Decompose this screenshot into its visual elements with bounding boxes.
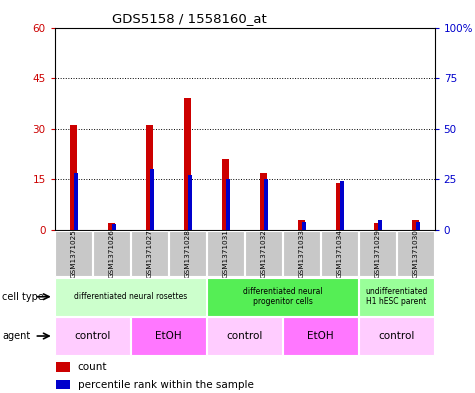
- Text: differentiated neural
progenitor cells: differentiated neural progenitor cells: [243, 287, 323, 307]
- Text: EtOH: EtOH: [155, 331, 182, 341]
- FancyBboxPatch shape: [56, 231, 92, 276]
- Text: undifferentiated
H1 hESC parent: undifferentiated H1 hESC parent: [365, 287, 428, 307]
- Text: GSM1371030: GSM1371030: [413, 229, 418, 278]
- Bar: [412, 220, 419, 230]
- Bar: [56, 362, 70, 372]
- FancyBboxPatch shape: [360, 278, 434, 316]
- Bar: [378, 220, 382, 230]
- Text: agent: agent: [2, 331, 30, 341]
- Text: GSM1371028: GSM1371028: [185, 229, 190, 278]
- FancyBboxPatch shape: [360, 317, 434, 355]
- FancyBboxPatch shape: [322, 231, 358, 276]
- Bar: [336, 183, 343, 230]
- Bar: [108, 223, 115, 230]
- Bar: [264, 179, 268, 230]
- Bar: [184, 98, 191, 230]
- Bar: [112, 224, 116, 230]
- Bar: [188, 175, 192, 230]
- Bar: [340, 181, 344, 230]
- FancyBboxPatch shape: [208, 231, 244, 276]
- FancyBboxPatch shape: [246, 231, 282, 276]
- FancyBboxPatch shape: [170, 231, 206, 276]
- Text: GSM1371034: GSM1371034: [337, 229, 342, 278]
- FancyBboxPatch shape: [56, 278, 206, 316]
- Bar: [146, 125, 153, 230]
- Bar: [416, 222, 420, 230]
- Bar: [302, 222, 306, 230]
- FancyBboxPatch shape: [398, 231, 434, 276]
- Text: differentiated neural rosettes: differentiated neural rosettes: [74, 292, 187, 301]
- FancyBboxPatch shape: [208, 278, 358, 316]
- FancyBboxPatch shape: [132, 317, 206, 355]
- Text: EtOH: EtOH: [307, 331, 334, 341]
- Bar: [298, 220, 305, 230]
- Text: percentile rank within the sample: percentile rank within the sample: [78, 380, 254, 389]
- Text: control: control: [75, 331, 111, 341]
- Bar: [70, 125, 77, 230]
- Text: GSM1371026: GSM1371026: [109, 229, 114, 278]
- Bar: [260, 173, 267, 230]
- FancyBboxPatch shape: [94, 231, 130, 276]
- Text: cell type: cell type: [2, 292, 44, 302]
- Text: GSM1371029: GSM1371029: [375, 229, 380, 278]
- Text: control: control: [227, 331, 263, 341]
- Text: GSM1371025: GSM1371025: [71, 229, 76, 278]
- Bar: [150, 169, 154, 230]
- Bar: [374, 223, 381, 230]
- Text: count: count: [78, 362, 107, 372]
- Bar: [222, 159, 229, 230]
- FancyBboxPatch shape: [56, 317, 130, 355]
- FancyBboxPatch shape: [132, 231, 168, 276]
- Bar: [226, 179, 230, 230]
- FancyBboxPatch shape: [284, 317, 358, 355]
- Bar: [74, 173, 78, 230]
- Text: GSM1371031: GSM1371031: [223, 229, 228, 278]
- Text: GSM1371027: GSM1371027: [147, 229, 152, 278]
- Text: control: control: [379, 331, 415, 341]
- Text: GSM1371032: GSM1371032: [261, 229, 266, 278]
- FancyBboxPatch shape: [360, 231, 396, 276]
- Text: GSM1371033: GSM1371033: [299, 229, 304, 278]
- Text: GDS5158 / 1558160_at: GDS5158 / 1558160_at: [112, 12, 266, 25]
- FancyBboxPatch shape: [208, 317, 282, 355]
- FancyBboxPatch shape: [284, 231, 320, 276]
- Bar: [56, 380, 70, 389]
